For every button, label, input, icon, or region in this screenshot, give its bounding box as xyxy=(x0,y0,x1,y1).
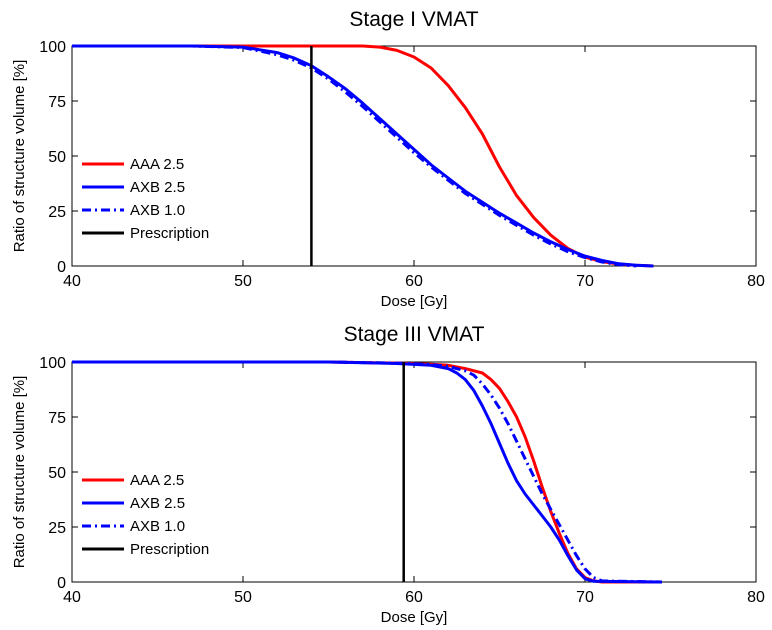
x-tick-label: 70 xyxy=(576,273,594,290)
y-axis-label: Ratio of structure volume [%] xyxy=(11,376,28,569)
x-axis-label: Dose [Gy] xyxy=(381,293,448,310)
x-tick-label: 60 xyxy=(405,589,423,606)
legend-label: Prescription xyxy=(130,225,209,242)
legend: AAA 2.5 AXB 2.5 AXB 1.0 Prescription xyxy=(82,472,209,558)
y-tick-label: 100 xyxy=(39,39,66,56)
chart-title: Stage I VMAT xyxy=(349,8,478,31)
series-line-axb-2-5 xyxy=(72,44,654,268)
y-tick-label: 25 xyxy=(48,520,66,537)
legend-label: Prescription xyxy=(130,541,209,558)
series-line-axb-2-5 xyxy=(72,360,663,584)
y-axis-label: Ratio of structure volume [%] xyxy=(11,60,28,253)
y-tick-labels: 0 25 50 75 100 xyxy=(39,355,66,592)
legend-label: AXB 1.0 xyxy=(130,518,185,535)
y-tick-label: 100 xyxy=(39,355,66,372)
series-lines xyxy=(72,44,654,268)
x-tick-labels: 40 50 60 70 80 xyxy=(63,589,765,606)
series-line-axb-1-0 xyxy=(72,44,637,268)
x-tick-label: 50 xyxy=(234,589,252,606)
x-tick-labels: 40 50 60 70 80 xyxy=(63,273,765,290)
chart-title: Stage III VMAT xyxy=(344,323,485,346)
legend-label: AXB 2.5 xyxy=(130,179,185,196)
y-tick-label: 0 xyxy=(57,575,66,592)
x-tick-label: 40 xyxy=(63,273,81,290)
x-axis-label: Dose [Gy] xyxy=(381,609,448,626)
chart-stage-1: Stage I VMAT 40 50 60 70 80 0 25 50 75 1… xyxy=(11,8,765,310)
legend: AAA 2.5 AXB 2.5 AXB 1.0 Prescription xyxy=(82,156,209,242)
series-lines xyxy=(72,360,663,584)
legend-label: AXB 1.0 xyxy=(130,202,185,219)
x-tick-label: 50 xyxy=(234,273,252,290)
y-tick-label: 75 xyxy=(48,410,66,427)
x-tick-label: 60 xyxy=(405,273,423,290)
x-tick-label: 70 xyxy=(576,589,594,606)
chart-stage-3: Stage III VMAT 40 50 60 70 80 0 25 50 75… xyxy=(11,323,765,626)
y-tick-label: 50 xyxy=(48,149,66,166)
legend-label: AXB 2.5 xyxy=(130,495,185,512)
x-tick-label: 40 xyxy=(63,589,81,606)
legend-label: AAA 2.5 xyxy=(130,156,184,173)
y-tick-label: 0 xyxy=(57,259,66,276)
x-tick-label: 80 xyxy=(747,589,765,606)
y-tick-label: 50 xyxy=(48,465,66,482)
plot-area xyxy=(71,45,757,267)
y-tick-labels: 0 25 50 75 100 xyxy=(39,39,66,276)
x-tick-label: 80 xyxy=(747,273,765,290)
y-tick-label: 25 xyxy=(48,204,66,221)
legend-label: AAA 2.5 xyxy=(130,472,184,489)
plot-area xyxy=(71,361,757,583)
y-tick-label: 75 xyxy=(48,94,66,111)
series-line-axb-1-0 xyxy=(72,360,663,584)
